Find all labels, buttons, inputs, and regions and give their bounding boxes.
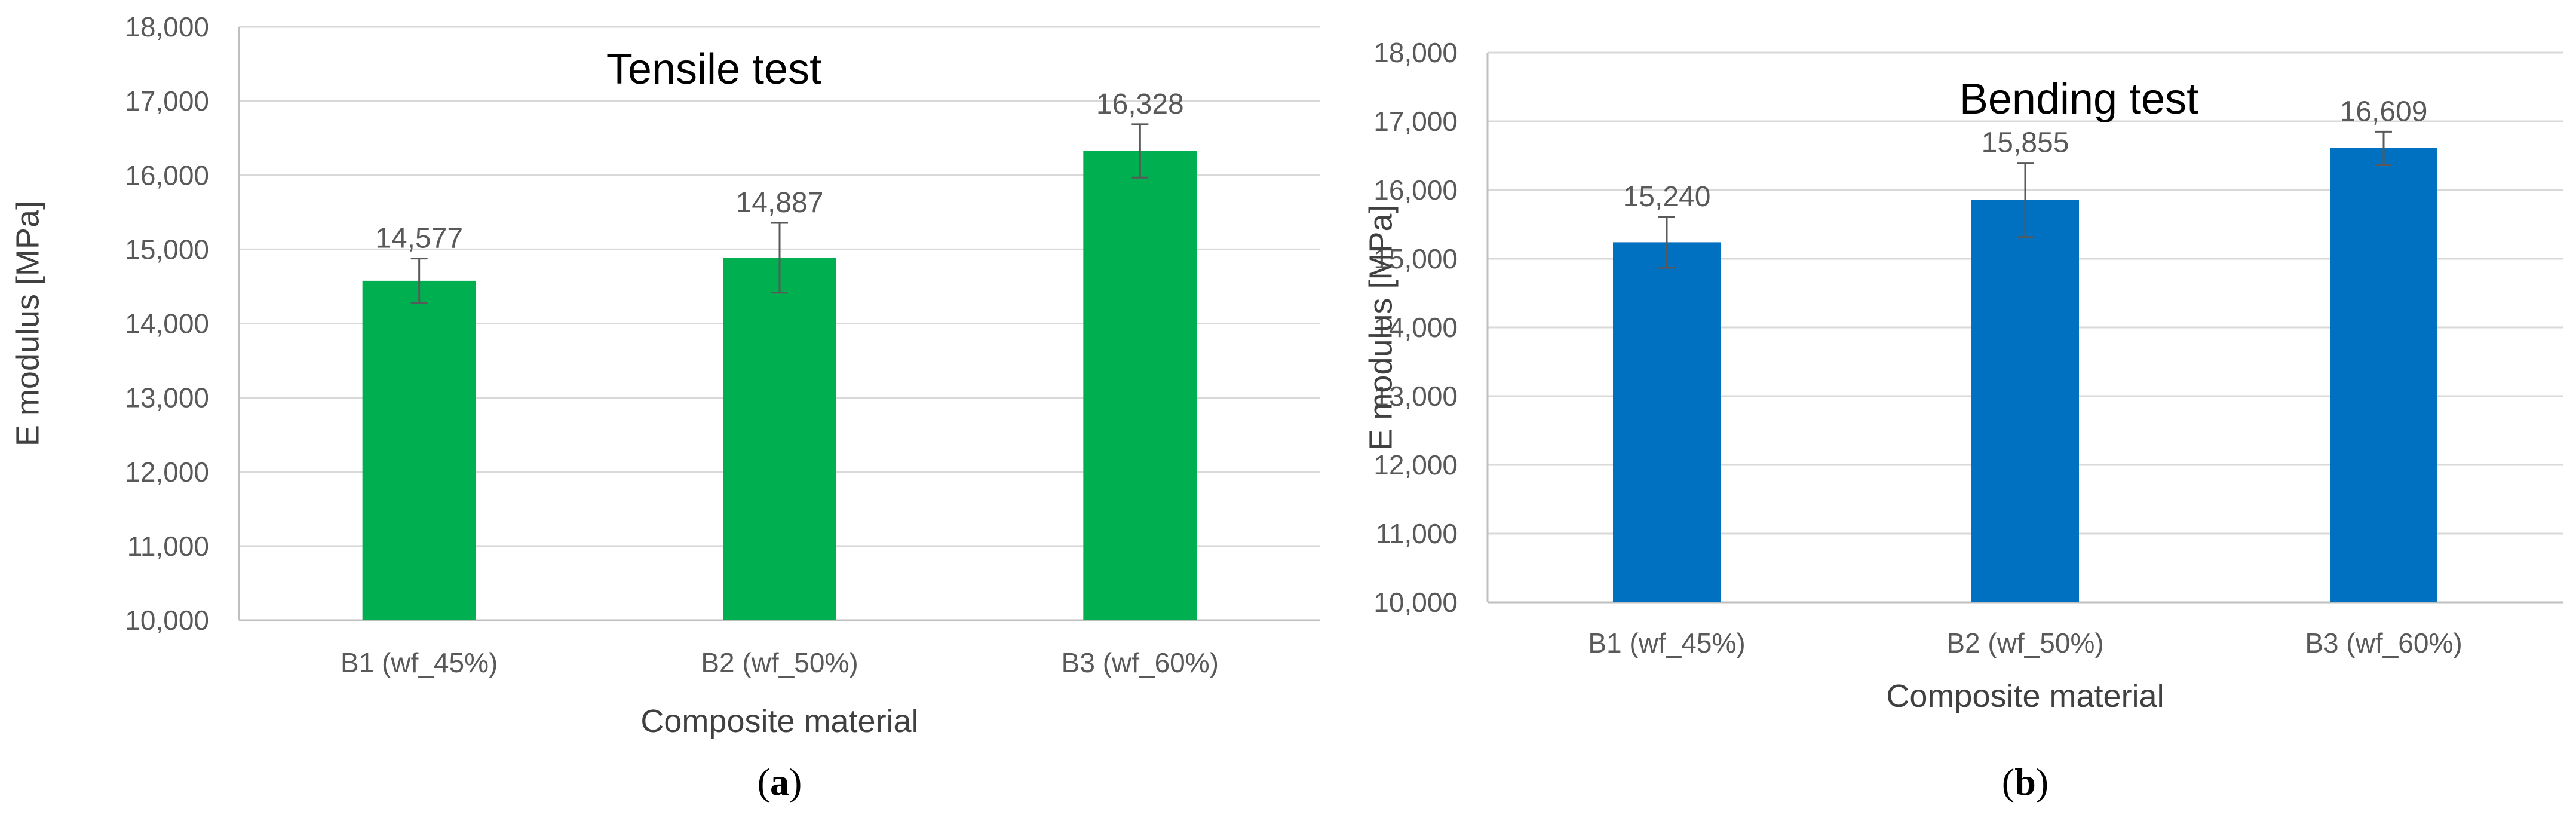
x-category-label: B2 (wf_50%): [701, 647, 858, 678]
y-tick-label: 18,000: [1373, 37, 1458, 68]
y-tick-label: 13,000: [125, 382, 209, 413]
data-label: 16,328: [1096, 88, 1184, 120]
y-tick-label: 11,000: [1376, 518, 1458, 549]
x-category-label: B3 (wf_60%): [2305, 627, 2462, 658]
y-tick-label: 16,000: [1373, 174, 1458, 206]
bar: [1613, 242, 1721, 602]
data-label: 14,577: [375, 223, 463, 255]
x-category-label: B2 (wf_50%): [1946, 627, 2103, 658]
y-tick-label: 17,000: [125, 85, 209, 117]
bar: [2330, 148, 2437, 603]
chart-title: Bending test: [1959, 75, 2198, 123]
panel-label: (a): [758, 761, 802, 803]
chart-panel-bending: 10,000 11,000 12,000 13,000 14,000 15,000 16,0…: [1363, 37, 2563, 803]
data-label: 14,887: [736, 187, 824, 219]
y-tick-label: 12,000: [125, 457, 209, 488]
x-axis-title: Composite material: [640, 703, 918, 739]
data-label: 16,609: [2340, 96, 2428, 127]
y-tick-label: 13,000: [1373, 381, 1458, 412]
panel-label-letter: b: [2014, 761, 2036, 803]
bar: [1971, 200, 2079, 602]
chart-panel-tensile: 10,000 11,000 12,000 13,000 14,000 15,000 16,0…: [10, 11, 1320, 803]
y-tick-label: 16,000: [125, 160, 209, 191]
x-category-label: B1 (wf_45%): [341, 647, 498, 678]
panel-label-letter: a: [770, 761, 789, 803]
bar: [723, 258, 836, 620]
x-category-label: B3 (wf_60%): [1062, 647, 1219, 678]
y-tick-label: 15,000: [125, 234, 209, 265]
y-tick-label: 14,000: [1373, 312, 1458, 343]
bar: [362, 280, 476, 620]
y-tick-label: 10,000: [1373, 587, 1458, 618]
x-category-label: B1 (wf_45%): [1588, 627, 1745, 658]
y-tick-label: 17,000: [1373, 106, 1458, 137]
y-tick-label: 14,000: [125, 308, 209, 339]
y-tick-label: 12,000: [1373, 449, 1458, 480]
y-tick-label: 10,000: [125, 605, 209, 636]
y-axis-title: E modulus [MPa]: [1363, 204, 1399, 450]
y-tick-label: 15,000: [1373, 243, 1458, 274]
bar: [1083, 151, 1197, 621]
data-label: 15,855: [1982, 127, 2069, 159]
x-axis-title: Composite material: [1886, 678, 2164, 714]
panel-label: (b): [2002, 761, 2048, 803]
data-label: 15,240: [1623, 181, 1711, 213]
y-axis-title: E modulus [MPa]: [10, 201, 45, 446]
y-tick-label: 18,000: [125, 11, 209, 42]
y-tick-label: 11,000: [127, 531, 209, 562]
chart-title: Tensile test: [606, 45, 821, 93]
